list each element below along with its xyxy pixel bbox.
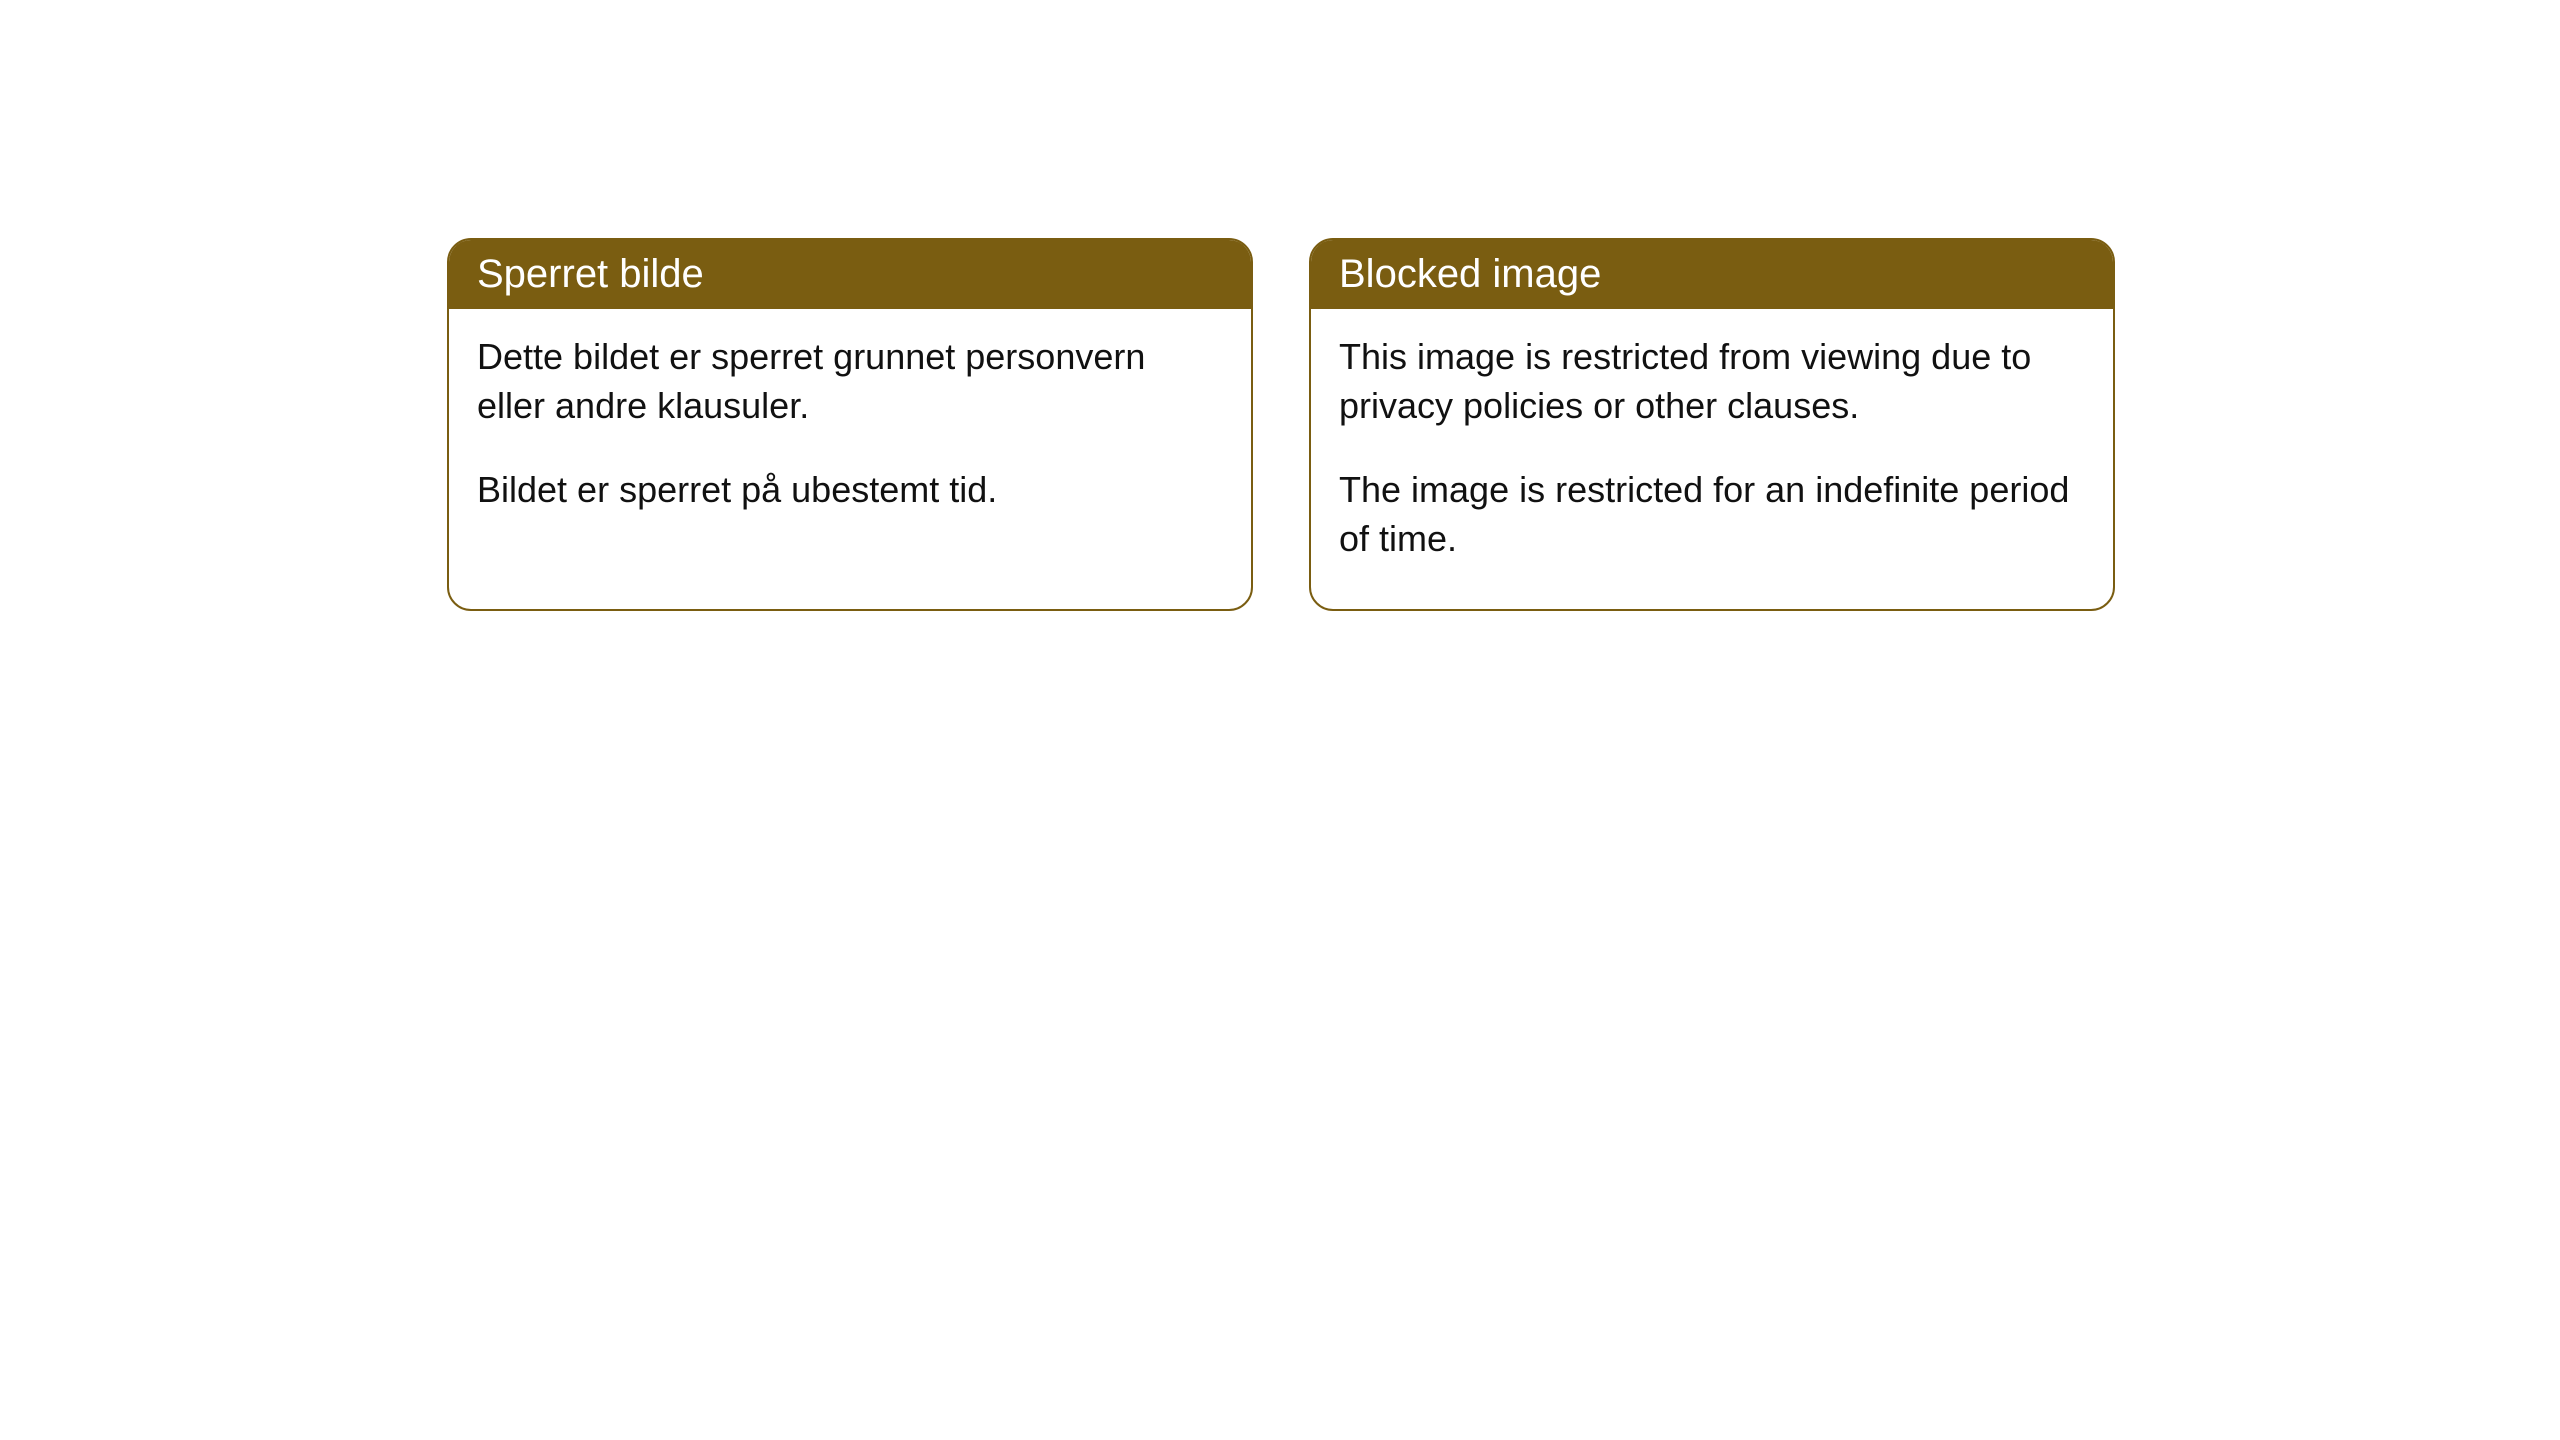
notice-card-english: Blocked image This image is restricted f… bbox=[1309, 238, 2115, 611]
card-paragraph: Bildet er sperret på ubestemt tid. bbox=[477, 466, 1223, 515]
card-header: Sperret bilde bbox=[449, 240, 1251, 309]
card-title: Blocked image bbox=[1339, 252, 1601, 296]
card-title: Sperret bilde bbox=[477, 252, 704, 296]
notice-card-container: Sperret bilde Dette bildet er sperret gr… bbox=[447, 238, 2115, 611]
card-paragraph: The image is restricted for an indefinit… bbox=[1339, 466, 2085, 563]
card-header: Blocked image bbox=[1311, 240, 2113, 309]
card-paragraph: This image is restricted from viewing du… bbox=[1339, 333, 2085, 430]
card-body: Dette bildet er sperret grunnet personve… bbox=[449, 309, 1251, 561]
card-paragraph: Dette bildet er sperret grunnet personve… bbox=[477, 333, 1223, 430]
card-body: This image is restricted from viewing du… bbox=[1311, 309, 2113, 609]
notice-card-norwegian: Sperret bilde Dette bildet er sperret gr… bbox=[447, 238, 1253, 611]
